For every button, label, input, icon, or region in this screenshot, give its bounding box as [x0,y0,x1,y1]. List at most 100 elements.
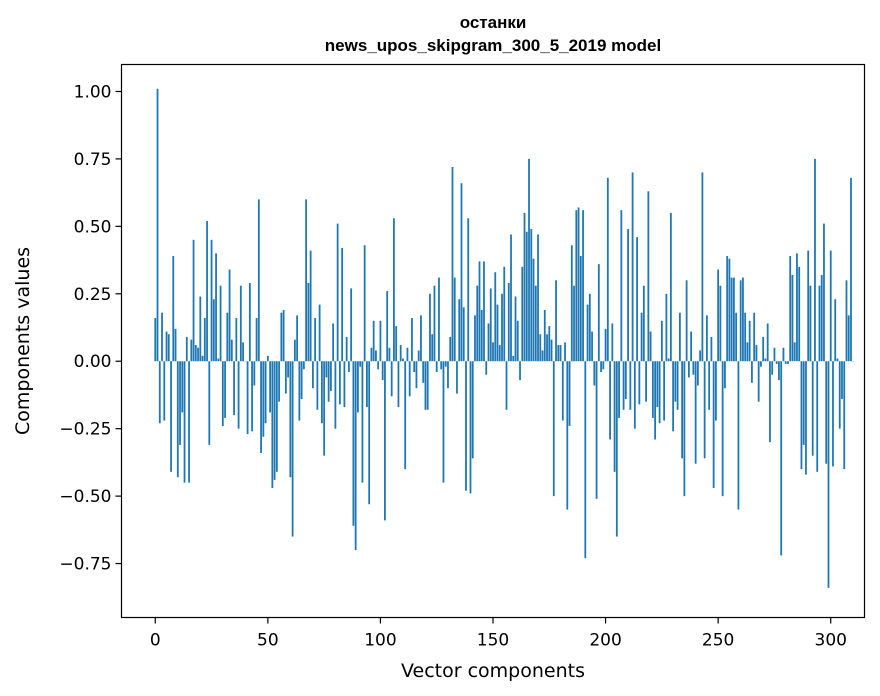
bar-99 [377,361,380,370]
bar-272 [766,323,769,362]
bar-4 [163,361,166,421]
bar-229 [669,212,672,362]
bar-296 [820,274,823,362]
bar-307 [845,280,848,362]
bar-12 [181,361,184,413]
bar-69 [309,250,312,362]
bar-148 [487,323,490,362]
bar-2 [158,361,161,424]
bar-288 [802,361,805,445]
bar-266 [753,312,756,362]
bar-172 [541,350,544,362]
bar-127 [440,361,443,370]
bar-216 [640,312,643,362]
bar-160 [514,296,517,362]
bar-29 [219,285,222,362]
bar-287 [800,361,803,470]
bar-174 [546,334,548,362]
bar-162 [519,361,521,381]
bar-261 [742,277,744,362]
y-tick-label-4: 0.25 [74,285,112,305]
bar-178 [555,280,557,362]
bar-158 [510,234,512,362]
bar-274 [771,361,774,375]
bar-64 [298,361,301,421]
bar-100 [379,320,382,362]
bar-49 [264,361,267,424]
bar-220 [649,331,652,362]
bar-176 [550,339,553,362]
bar-139 [467,218,470,362]
bar-144 [478,261,481,362]
bar-10 [176,361,179,478]
x-tick-label-300: 300 [815,631,847,651]
chart-title-line2: news_upos_skipgram_300_5_2019 model [325,36,661,55]
bar-234 [681,361,684,459]
bar-11 [179,361,181,445]
bar-71 [314,318,317,362]
bar-300 [829,250,832,362]
bar-206 [618,361,620,418]
bar-51 [269,361,271,413]
bar-61 [291,361,294,537]
bar-66 [302,361,305,370]
bar-124 [433,285,436,362]
bar-211 [629,361,632,410]
bar-298 [825,361,828,464]
bar-23 [206,220,208,362]
bar-268 [757,361,760,402]
bar-1 [156,88,159,362]
bar-164 [523,212,526,362]
bar-115 [413,361,416,373]
bar-265 [751,361,753,383]
bar-27 [215,253,217,362]
bar-246 [708,361,711,410]
bar-255 [728,258,731,362]
bar-34 [230,339,233,362]
bar-68 [307,283,310,362]
bar-192 [586,304,589,362]
x-axis-label: Vector components [401,660,585,682]
bar-270 [762,336,765,362]
bar-63 [296,315,299,362]
bar-92 [361,361,364,483]
bar-153 [498,345,501,362]
bar-202 [609,361,611,440]
bar-156 [505,361,508,410]
bar-193 [588,293,591,362]
y-tick-label-1: −0.50 [59,487,111,507]
bar-280 [784,361,787,364]
bar-138 [465,361,467,491]
bar-308 [847,315,850,362]
bar-137 [462,307,465,362]
x-tick-label-200: 200 [589,631,621,651]
bar-157 [507,283,510,362]
bar-91 [359,361,362,367]
bar-32 [226,312,229,362]
bar-163 [521,266,524,362]
y-tick-label-6: 0.75 [74,150,112,170]
bar-297 [823,223,825,362]
bar-189 [579,256,582,362]
bar-228 [667,358,670,362]
bar-191 [584,361,587,559]
y-axis-label: Components values [12,247,34,435]
bar-165 [525,231,528,362]
bar-67 [305,199,308,362]
bar-94 [366,361,368,408]
bar-90 [357,361,359,413]
bar-159 [512,355,515,362]
bar-239 [692,361,695,375]
y-tick-label-2: −0.25 [59,420,111,440]
bar-131 [449,336,452,362]
bar-262 [744,312,747,362]
chart-title-line1: останки [460,13,527,32]
bar-79 [332,323,335,362]
bar-75 [323,361,326,456]
bar-17 [192,239,195,362]
bar-264 [748,320,751,362]
bar-292 [811,361,814,456]
bar-7 [170,361,172,472]
bar-232 [676,361,679,410]
bar-52 [271,361,274,489]
